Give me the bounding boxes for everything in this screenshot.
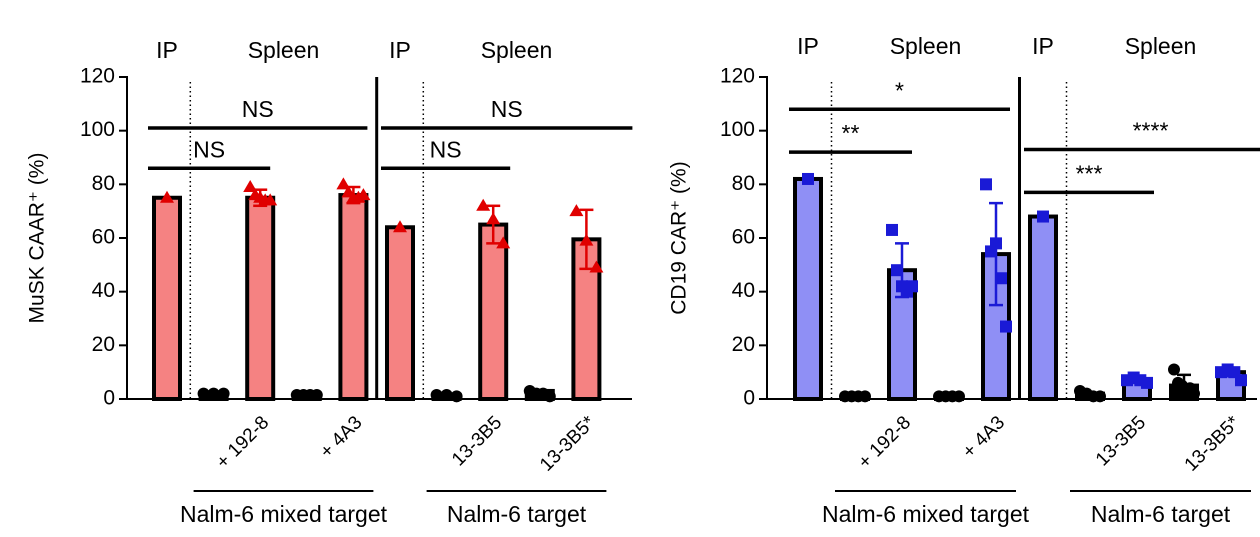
point	[263, 193, 278, 206]
group-label: Nalm-6 target	[1091, 501, 1231, 527]
y-tick-label: 100	[720, 118, 755, 141]
section-label: Spleen	[248, 37, 320, 63]
point	[906, 280, 918, 293]
significance-label: NS	[430, 136, 462, 162]
point	[243, 180, 258, 193]
y-axis-label: CD19 CAR⁺ (%)	[668, 161, 691, 314]
significance-label: NS	[242, 96, 274, 122]
point	[1000, 320, 1012, 333]
x-tick-label: + 4A3	[959, 412, 1009, 462]
y-tick-label: 100	[80, 118, 115, 141]
point	[160, 190, 174, 203]
significance-label: **	[842, 120, 860, 146]
point	[990, 237, 1002, 250]
x-tick-label: + 192-8	[212, 412, 273, 473]
y-tick-label: 120	[80, 65, 115, 88]
significance-label: NS	[193, 136, 225, 162]
point	[543, 390, 556, 403]
significance-label: ***	[1076, 160, 1103, 186]
y-tick-label: 60	[732, 226, 755, 249]
point	[953, 390, 965, 403]
bar	[385, 225, 415, 401]
y-tick-label: 0	[743, 387, 755, 410]
point	[356, 188, 371, 201]
section-label: Spleen	[890, 33, 962, 59]
section-label: Spleen	[481, 37, 553, 63]
x-tick-label: 13-3B5	[1092, 412, 1150, 470]
group-label: Nalm-6 mixed target	[822, 501, 1030, 527]
section-label: IP	[797, 33, 819, 59]
y-tick-label: 20	[92, 333, 115, 356]
point	[450, 390, 463, 403]
point	[1168, 363, 1180, 376]
point	[1141, 376, 1153, 389]
x-tick-label: 13-3B5*	[536, 412, 600, 476]
y-tick-label: 80	[92, 172, 115, 195]
point	[995, 272, 1007, 285]
x-tick-label: 13-3B5*	[1181, 412, 1245, 476]
section-label: IP	[389, 37, 411, 63]
bar	[793, 176, 823, 401]
point	[486, 212, 501, 225]
y-tick-label: 20	[732, 333, 755, 356]
bar	[478, 222, 509, 401]
point	[197, 387, 210, 400]
y-tick-label: 0	[103, 387, 115, 410]
point	[802, 172, 814, 185]
point	[336, 177, 351, 190]
x-tick-label: + 4A3	[316, 412, 366, 462]
point	[430, 388, 443, 401]
point	[579, 233, 594, 246]
significance-label: *	[895, 77, 904, 103]
section-label: Spleen	[1125, 33, 1197, 59]
point	[1188, 387, 1200, 400]
significance-label: NS	[491, 96, 523, 122]
point	[440, 388, 453, 401]
point	[1235, 374, 1247, 387]
section-label: IP	[156, 37, 178, 63]
point	[496, 236, 511, 249]
point	[1037, 210, 1049, 223]
y-tick-label: 60	[92, 226, 115, 249]
point	[1094, 390, 1106, 403]
point	[393, 220, 407, 233]
error-bar	[486, 204, 501, 245]
y-axis-label: MuSK CAAR⁺ (%)	[26, 153, 49, 324]
group-label: Nalm-6 target	[447, 501, 587, 527]
bar	[245, 195, 276, 401]
point	[891, 264, 903, 277]
y-tick-label: 80	[732, 172, 755, 195]
section-label: IP	[1032, 33, 1054, 59]
bar	[152, 195, 182, 401]
point	[217, 387, 230, 400]
bar	[338, 193, 369, 401]
point	[886, 223, 898, 236]
y-tick-label: 40	[732, 279, 755, 302]
x-tick-label: + 192-8	[854, 412, 915, 473]
point	[589, 260, 604, 273]
bar	[1028, 214, 1058, 401]
point	[476, 198, 491, 211]
y-tick-label: 40	[92, 279, 115, 302]
y-tick-label: 120	[720, 65, 755, 88]
significance-label: ****	[1133, 118, 1169, 144]
point	[980, 178, 992, 191]
point	[310, 388, 323, 401]
group-label: Nalm-6 mixed target	[180, 501, 388, 527]
point	[859, 390, 871, 403]
x-tick-label: 13-3B5	[448, 412, 506, 470]
point	[569, 204, 584, 217]
point	[207, 387, 220, 400]
